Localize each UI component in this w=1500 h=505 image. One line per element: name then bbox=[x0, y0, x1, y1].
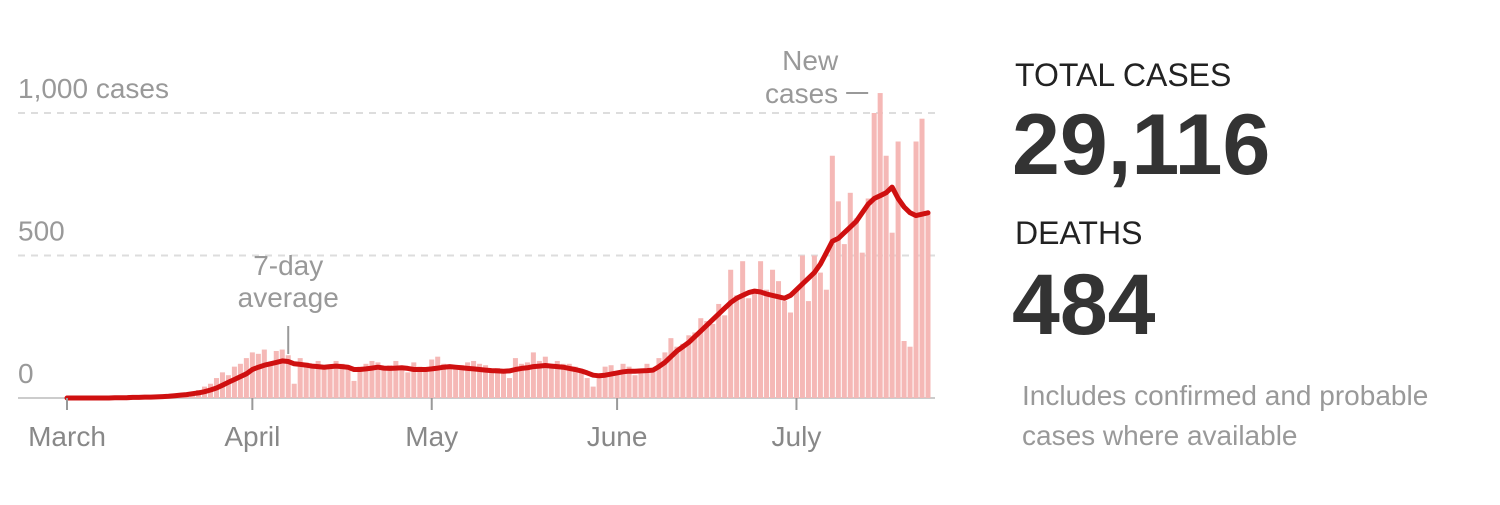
y-tick-label: 0 bbox=[18, 358, 34, 389]
bar bbox=[842, 244, 847, 398]
bar bbox=[621, 364, 626, 398]
bar bbox=[752, 290, 757, 398]
bar bbox=[262, 350, 267, 398]
bar bbox=[513, 358, 518, 398]
bar bbox=[728, 270, 733, 398]
bar bbox=[501, 372, 506, 398]
bar bbox=[381, 368, 386, 398]
bar bbox=[740, 261, 745, 398]
bar bbox=[638, 370, 643, 399]
annotation: 7-day bbox=[253, 250, 323, 281]
bar bbox=[836, 201, 841, 398]
bar bbox=[650, 371, 655, 398]
bar bbox=[280, 350, 285, 398]
bar bbox=[453, 370, 458, 399]
annotation: cases bbox=[765, 78, 838, 109]
bar bbox=[549, 365, 554, 398]
cases-value: 29,116 bbox=[1012, 97, 1270, 193]
bar bbox=[830, 156, 835, 398]
bar bbox=[609, 365, 614, 398]
bar bbox=[824, 290, 829, 398]
x-tick-label: July bbox=[772, 421, 822, 452]
bar bbox=[226, 375, 231, 398]
bar bbox=[399, 368, 404, 398]
bar bbox=[860, 253, 865, 398]
bar bbox=[914, 142, 919, 399]
bar bbox=[692, 332, 697, 398]
bar bbox=[908, 347, 913, 398]
bar bbox=[710, 324, 715, 398]
bar bbox=[507, 378, 512, 398]
bar bbox=[591, 387, 596, 398]
bar bbox=[597, 375, 602, 398]
bar bbox=[603, 367, 608, 398]
bar bbox=[902, 341, 907, 398]
bar bbox=[818, 273, 823, 398]
bar bbox=[872, 113, 877, 398]
bar bbox=[854, 218, 859, 398]
bar bbox=[758, 261, 763, 398]
bar bbox=[531, 352, 536, 398]
bar bbox=[585, 378, 590, 398]
x-tick-label: June bbox=[587, 421, 648, 452]
deaths-label: DEATHS bbox=[1015, 215, 1142, 251]
bar bbox=[322, 370, 327, 399]
cases-label: TOTAL CASES bbox=[1015, 57, 1231, 93]
bar bbox=[351, 381, 356, 398]
annotation: New bbox=[782, 45, 839, 76]
bar bbox=[244, 358, 249, 398]
bar bbox=[782, 301, 787, 398]
bar bbox=[746, 298, 751, 398]
bar bbox=[878, 93, 883, 398]
bar bbox=[806, 301, 811, 398]
bar bbox=[489, 370, 494, 399]
bar bbox=[292, 384, 297, 398]
bar bbox=[256, 354, 261, 398]
bar bbox=[788, 313, 793, 399]
bar bbox=[722, 315, 727, 398]
bar bbox=[328, 365, 333, 398]
bar bbox=[543, 357, 548, 398]
bar bbox=[633, 375, 638, 398]
bar bbox=[734, 295, 739, 398]
y-tick-label: 500 bbox=[18, 216, 65, 247]
bar bbox=[800, 256, 805, 399]
bar bbox=[770, 270, 775, 398]
bar bbox=[794, 290, 799, 398]
bar bbox=[238, 364, 243, 398]
bar bbox=[268, 364, 273, 398]
bar bbox=[704, 321, 709, 398]
x-tick-label: May bbox=[405, 421, 458, 452]
bar bbox=[429, 360, 434, 398]
bar bbox=[925, 213, 930, 398]
bar bbox=[250, 352, 255, 398]
bar bbox=[866, 199, 871, 399]
bar bbox=[890, 233, 895, 398]
bar bbox=[615, 372, 620, 398]
x-tick-label: March bbox=[28, 421, 106, 452]
bar bbox=[274, 351, 279, 398]
bar bbox=[346, 368, 351, 398]
bar bbox=[447, 367, 452, 398]
bar bbox=[668, 338, 673, 398]
y-tick-label: 1,000 cases bbox=[18, 73, 169, 104]
bar bbox=[423, 371, 428, 398]
bar bbox=[680, 344, 685, 398]
deaths-value: 484 bbox=[1012, 257, 1156, 353]
bar bbox=[920, 119, 925, 398]
x-tick-label: April bbox=[224, 421, 280, 452]
bar bbox=[764, 290, 769, 398]
note: cases where available bbox=[1022, 420, 1298, 451]
bar bbox=[405, 372, 410, 398]
bar bbox=[896, 142, 901, 399]
bar bbox=[435, 357, 440, 398]
bar bbox=[310, 367, 315, 398]
annotation: average bbox=[238, 282, 339, 313]
note: Includes confirmed and probable bbox=[1022, 380, 1428, 411]
